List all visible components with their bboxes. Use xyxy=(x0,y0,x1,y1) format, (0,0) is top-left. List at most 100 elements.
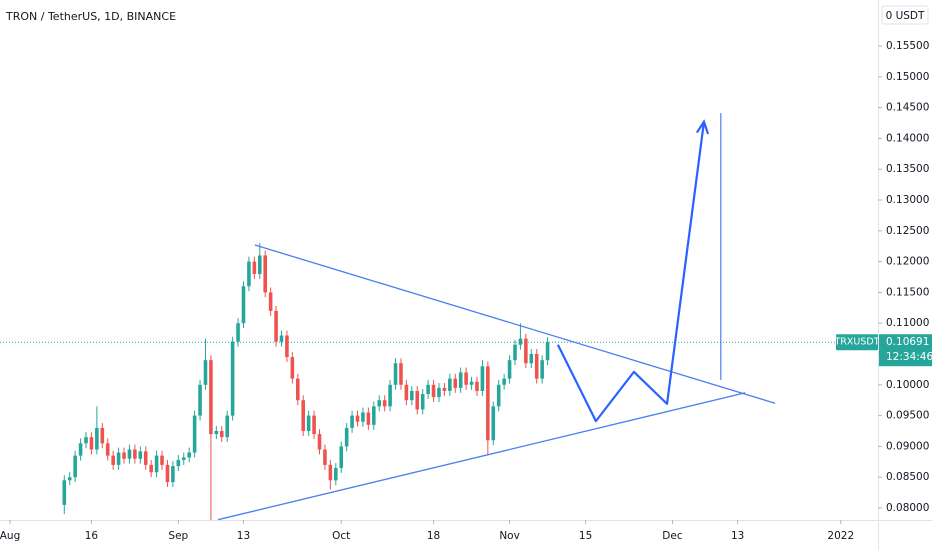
candle-body xyxy=(100,427,105,444)
candle-body xyxy=(339,446,344,468)
currency-label: 0 USDT xyxy=(886,10,925,22)
candle-body xyxy=(73,455,77,478)
candle-body xyxy=(328,464,333,481)
candle-body xyxy=(545,342,550,361)
candle-body xyxy=(334,467,338,481)
candle-body xyxy=(534,353,539,379)
candle-body xyxy=(475,381,479,391)
candle-body xyxy=(458,372,463,388)
arrow-head xyxy=(696,119,709,135)
candle-body xyxy=(540,360,544,379)
x-tick-label: 18 xyxy=(427,530,440,542)
y-tick-label: 0.12500 xyxy=(886,225,929,237)
candle-body xyxy=(225,415,229,438)
candle-body xyxy=(366,412,371,425)
candle-body xyxy=(67,477,72,481)
candle-body xyxy=(426,384,430,395)
drawing-line xyxy=(254,244,776,404)
symbol-box xyxy=(836,334,878,351)
y-tick-label: 0.09000 xyxy=(886,440,929,452)
candle-body xyxy=(399,363,403,385)
candle-body xyxy=(431,384,436,398)
candle-body xyxy=(230,341,235,416)
candle-body xyxy=(415,390,420,410)
candle-body xyxy=(507,360,512,379)
candle-body xyxy=(138,451,143,459)
candle-body xyxy=(491,406,496,441)
candle-body xyxy=(122,452,126,459)
x-tick-label: 13 xyxy=(237,530,250,542)
candle-body xyxy=(382,400,387,407)
candle-body xyxy=(236,323,240,342)
candle-body xyxy=(453,378,458,388)
candle-body xyxy=(361,412,365,422)
y-tick-label: 0.08500 xyxy=(886,471,929,483)
candle-body xyxy=(160,455,164,465)
candle-body xyxy=(496,384,501,407)
candle-body xyxy=(263,255,268,293)
x-tick-label: Aug xyxy=(0,530,20,542)
candle-body xyxy=(355,415,360,422)
plot xyxy=(0,113,878,521)
candle-body xyxy=(149,464,153,473)
y-tick-label: 0.14500 xyxy=(886,102,929,114)
candle-body xyxy=(448,378,452,391)
candle-body xyxy=(257,255,262,274)
candle-body xyxy=(529,353,534,364)
candle-body xyxy=(420,394,425,410)
candle-body xyxy=(111,455,115,465)
candle-body xyxy=(513,344,517,361)
candle-body xyxy=(268,292,273,311)
y-tick-label: 0.11500 xyxy=(886,286,929,298)
candle-body xyxy=(198,384,202,416)
candle-body xyxy=(241,286,246,324)
candle-body xyxy=(480,366,485,391)
candle-body xyxy=(393,363,398,385)
candle-body xyxy=(350,415,354,428)
candle-body xyxy=(209,360,213,435)
last-price-label: 0.10691 xyxy=(886,336,929,348)
candle-body xyxy=(372,406,376,425)
candle-body xyxy=(290,357,295,379)
candle-body xyxy=(377,400,382,407)
candle-body xyxy=(176,459,181,467)
drawing-line xyxy=(556,121,706,423)
x-tick-label: 13 xyxy=(731,530,744,542)
candle-body xyxy=(127,449,132,459)
y-tick-label: 0.14000 xyxy=(886,132,929,144)
candle-body xyxy=(442,387,447,391)
candle-body xyxy=(116,452,121,465)
x-tick-label: 2022 xyxy=(827,530,854,542)
x-tick-label: 16 xyxy=(85,530,99,542)
candle-body xyxy=(143,451,148,465)
candle-body xyxy=(464,372,468,385)
price-box xyxy=(879,334,932,367)
x-tick-label: Sep xyxy=(168,530,188,542)
candle-body xyxy=(192,415,197,453)
candle-body xyxy=(285,335,289,358)
y-tick-label: 0.11000 xyxy=(886,317,929,329)
candle-body xyxy=(89,437,94,450)
candle-body xyxy=(306,415,311,431)
y-tick-label: 0.08000 xyxy=(886,502,929,514)
symbol-label: TRXUSDT xyxy=(833,337,879,348)
candle-body xyxy=(295,378,300,401)
candle-body xyxy=(187,452,191,458)
candle-body xyxy=(279,335,284,342)
y-tick-label: 0.15500 xyxy=(886,40,929,52)
drawing-line xyxy=(217,392,746,521)
candle-body xyxy=(133,449,137,459)
candle-body xyxy=(165,464,170,483)
candle-body xyxy=(404,384,409,401)
x-tick-label: Nov xyxy=(499,530,520,542)
candle-body xyxy=(524,338,528,364)
candle-body xyxy=(84,437,88,444)
candle-body xyxy=(518,338,523,345)
x-tick-label: Dec xyxy=(662,530,683,542)
chart-title: TRON / TetherUS, 1D, BINANCE xyxy=(5,10,176,23)
candle-body xyxy=(317,434,322,450)
y-tick-label: 0.15000 xyxy=(886,71,929,83)
y-tick-label: 0.09500 xyxy=(886,410,929,422)
y-tick-label: 0.13000 xyxy=(886,194,929,206)
